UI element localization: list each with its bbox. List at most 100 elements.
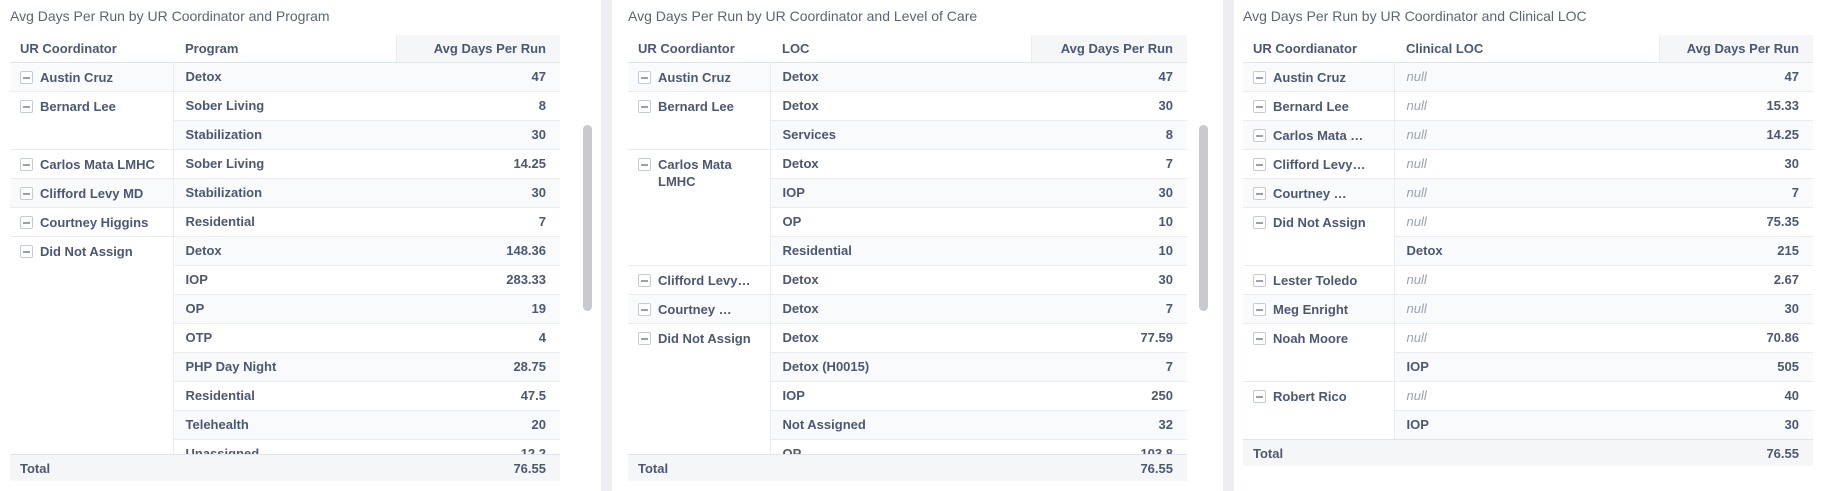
collapse-minus-icon[interactable]: [1253, 302, 1266, 316]
dimension-cell[interactable]: Detox: [173, 236, 396, 266]
value-cell[interactable]: 47: [396, 62, 560, 92]
dimension-cell[interactable]: null: [1394, 294, 1659, 324]
collapse-minus-icon[interactable]: [1253, 157, 1266, 171]
dimension-cell[interactable]: null: [1394, 265, 1659, 295]
dimension-cell[interactable]: OP: [173, 294, 396, 324]
dimension-cell[interactable]: Detox: [770, 91, 1031, 121]
column-header-clinical-loc[interactable]: Clinical LOC: [1394, 35, 1659, 63]
dimension-cell[interactable]: null: [1394, 381, 1659, 411]
value-cell[interactable]: 250: [1031, 381, 1187, 411]
coordinator-cell[interactable]: Clifford Levy…: [1243, 149, 1395, 179]
value-cell[interactable]: 215: [1659, 236, 1813, 266]
coordinator-cell[interactable]: Bernard Lee: [10, 91, 174, 150]
column-header-avg-days[interactable]: Avg Days Per Run: [1030, 35, 1187, 63]
coordinator-cell[interactable]: Clifford Levy MD: [10, 178, 174, 208]
coordinator-cell[interactable]: Austin Cruz: [1243, 62, 1395, 92]
value-cell[interactable]: 30: [1031, 91, 1187, 121]
value-cell[interactable]: 77.59: [1031, 323, 1187, 353]
dimension-cell[interactable]: Sober Living: [173, 149, 396, 179]
dimension-cell[interactable]: null: [1394, 149, 1659, 179]
dimension-cell[interactable]: IOP: [173, 265, 396, 295]
collapse-minus-icon[interactable]: [20, 244, 33, 258]
dimension-cell[interactable]: OP: [770, 439, 1031, 454]
table-viewport[interactable]: UR Coordinator Program Avg Days Per Run …: [10, 35, 601, 454]
vertical-scrollbar[interactable]: [1199, 125, 1208, 311]
coordinator-cell[interactable]: Courtney …: [628, 294, 771, 324]
dimension-cell[interactable]: null: [1394, 62, 1659, 92]
value-cell[interactable]: 8: [1031, 120, 1187, 150]
coordinator-cell[interactable]: Carlos Mata LMHC: [10, 149, 174, 179]
collapse-minus-icon[interactable]: [638, 70, 651, 84]
collapse-minus-icon[interactable]: [638, 302, 651, 316]
value-cell[interactable]: 15.33: [1659, 91, 1813, 121]
dimension-cell[interactable]: null: [1394, 323, 1659, 353]
collapse-minus-icon[interactable]: [1253, 215, 1266, 229]
collapse-minus-icon[interactable]: [1253, 186, 1266, 200]
dimension-cell[interactable]: Not Assigned: [770, 410, 1031, 440]
dimension-cell[interactable]: OP: [770, 207, 1031, 237]
coordinator-cell[interactable]: Clifford Levy…: [628, 265, 771, 295]
dimension-cell[interactable]: IOP: [770, 178, 1031, 208]
collapse-minus-icon[interactable]: [1253, 389, 1266, 403]
collapse-minus-icon[interactable]: [1253, 331, 1266, 345]
value-cell[interactable]: 148.36: [396, 236, 560, 266]
value-cell[interactable]: 30: [1659, 410, 1813, 439]
collapse-minus-icon[interactable]: [1253, 70, 1266, 84]
value-cell[interactable]: 103.8: [1031, 439, 1187, 454]
value-cell[interactable]: 10: [1031, 207, 1187, 237]
vertical-scrollbar[interactable]: [583, 125, 592, 311]
collapse-minus-icon[interactable]: [1253, 273, 1266, 287]
coordinator-cell[interactable]: Courtney …: [1243, 178, 1395, 208]
value-cell[interactable]: 30: [1659, 149, 1813, 179]
dimension-cell[interactable]: Detox: [1394, 236, 1659, 266]
collapse-minus-icon[interactable]: [638, 273, 651, 287]
value-cell[interactable]: 28.75: [396, 352, 560, 382]
coordinator-cell[interactable]: Noah Moore: [1243, 323, 1395, 382]
coordinator-cell[interactable]: Carlos Mata LMHC: [628, 149, 771, 266]
coordinator-cell[interactable]: Courtney Higgins: [10, 207, 174, 237]
dimension-cell[interactable]: Residential: [770, 236, 1031, 266]
dimension-cell[interactable]: OTP: [173, 323, 396, 353]
coordinator-cell[interactable]: Bernard Lee: [1243, 91, 1395, 121]
collapse-minus-icon[interactable]: [20, 99, 33, 113]
value-cell[interactable]: 7: [1659, 178, 1813, 208]
value-cell[interactable]: 30: [396, 178, 560, 208]
dimension-cell[interactable]: null: [1394, 178, 1659, 208]
coordinator-cell[interactable]: Did Not Assign: [10, 236, 174, 454]
value-cell[interactable]: 505: [1659, 352, 1813, 382]
coordinator-cell[interactable]: Did Not Assign: [628, 323, 771, 454]
dimension-cell[interactable]: Residential: [173, 381, 396, 411]
dimension-cell[interactable]: Residential: [173, 207, 396, 237]
coordinator-cell[interactable]: Did Not Assign: [1243, 207, 1395, 266]
value-cell[interactable]: 7: [1031, 294, 1187, 324]
dimension-cell[interactable]: Stabilization: [173, 178, 396, 208]
value-cell[interactable]: 10: [1031, 236, 1187, 266]
value-cell[interactable]: 19: [396, 294, 560, 324]
coordinator-cell[interactable]: Lester Toledo: [1243, 265, 1395, 295]
dimension-cell[interactable]: Detox: [770, 323, 1031, 353]
coordinator-cell[interactable]: Carlos Mata …: [1243, 120, 1395, 150]
value-cell[interactable]: 30: [1031, 265, 1187, 295]
collapse-minus-icon[interactable]: [20, 186, 33, 200]
column-header-coordinator[interactable]: UR Coordinator: [10, 35, 173, 63]
value-cell[interactable]: 283.33: [396, 265, 560, 295]
value-cell[interactable]: 7: [396, 207, 560, 237]
value-cell[interactable]: 20: [396, 410, 560, 440]
value-cell[interactable]: 47: [1659, 62, 1813, 92]
value-cell[interactable]: 30: [1031, 178, 1187, 208]
value-cell[interactable]: 14.25: [396, 149, 560, 179]
value-cell[interactable]: 8: [396, 91, 560, 121]
coordinator-cell[interactable]: Robert Rico: [1243, 381, 1395, 439]
dimension-cell[interactable]: null: [1394, 91, 1659, 121]
coordinator-cell[interactable]: Bernard Lee: [628, 91, 771, 150]
dimension-cell[interactable]: IOP: [1394, 410, 1659, 439]
collapse-minus-icon[interactable]: [20, 157, 33, 171]
value-cell[interactable]: 14.25: [1659, 120, 1813, 150]
dimension-cell[interactable]: null: [1394, 120, 1659, 150]
dimension-cell[interactable]: null: [1394, 207, 1659, 237]
dimension-cell[interactable]: Detox: [770, 294, 1031, 324]
value-cell[interactable]: 12.2: [396, 439, 560, 454]
value-cell[interactable]: 2.67: [1659, 265, 1813, 295]
dimension-cell[interactable]: Stabilization: [173, 120, 396, 150]
column-header-program[interactable]: Program: [173, 35, 396, 63]
